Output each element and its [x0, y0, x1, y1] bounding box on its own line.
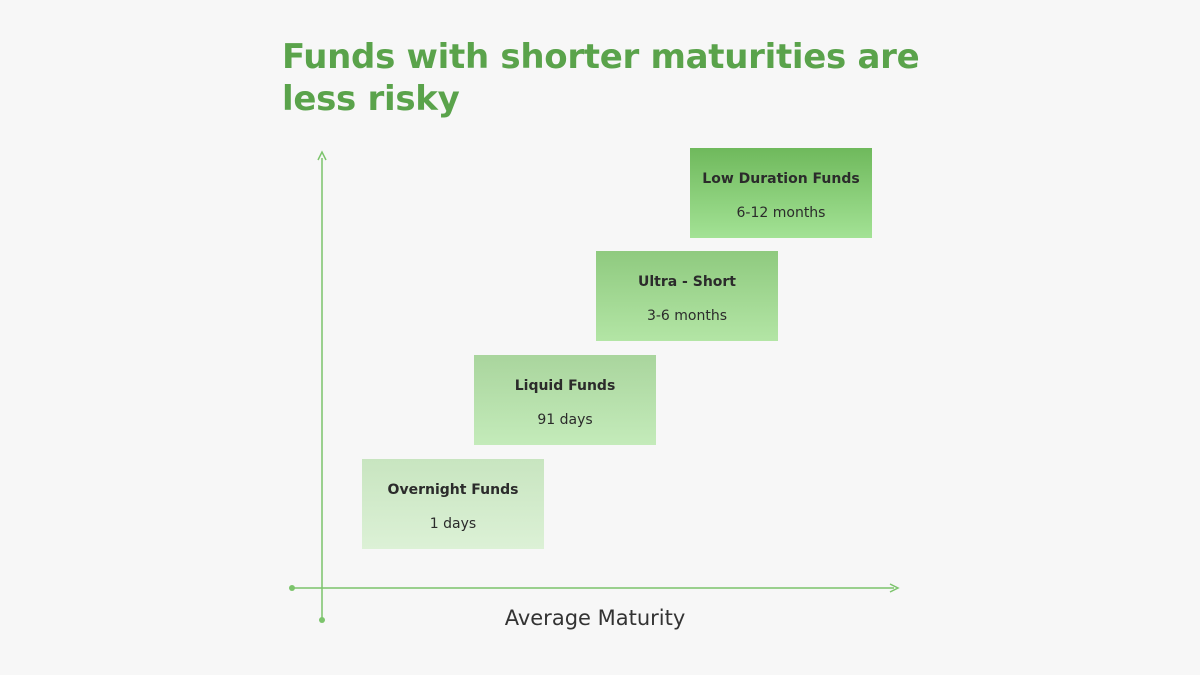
- fund-box-ultra-short: Ultra - Short 3-6 months: [596, 251, 778, 341]
- x-axis-arrowhead: [889, 583, 900, 593]
- fund-box-overnight: Overnight Funds 1 days: [362, 459, 544, 549]
- y-axis: [317, 150, 327, 623]
- x-axis: [289, 583, 900, 593]
- y-axis-origin-dot: [319, 617, 325, 623]
- fund-label: Overnight Funds: [387, 482, 519, 498]
- fund-label: Low Duration Funds: [702, 171, 860, 187]
- fund-label: Ultra - Short: [637, 274, 737, 290]
- y-axis-arrowhead: [317, 150, 327, 161]
- x-axis-origin-dot: [289, 585, 295, 591]
- fund-maturity: 6-12 months: [736, 205, 826, 221]
- diagram-title: Funds with shorter maturities are less r…: [282, 37, 920, 119]
- fund-maturity: 3-6 months: [646, 308, 728, 324]
- fund-label: Liquid Funds: [514, 378, 616, 394]
- fund-box-liquid: Liquid Funds 91 days: [474, 355, 656, 445]
- fund-box-low-duration: Low Duration Funds 6-12 months: [690, 148, 872, 238]
- fund-maturity: 91 days: [537, 412, 593, 428]
- x-axis-label: Average Maturity: [504, 606, 686, 630]
- fund-maturity: 1 days: [429, 516, 477, 532]
